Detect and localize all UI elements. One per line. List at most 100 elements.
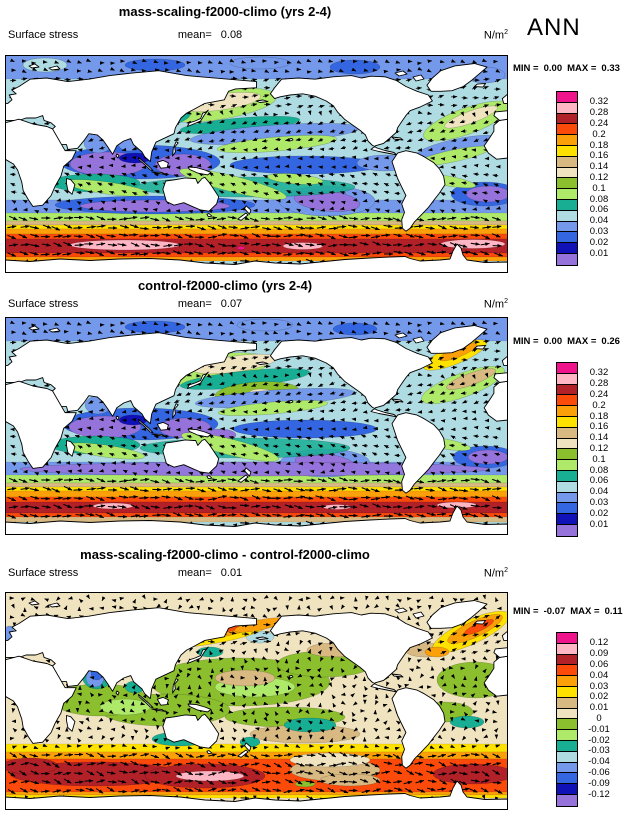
colorbar-cell-teal [557,199,577,211]
colorbar-level-label: 0.03 [589,497,609,509]
colorbar-cell-navy [557,243,577,254]
colorbar-cell-purple [557,794,577,806]
colorbar-level-label: 0 [596,712,602,724]
panel-1-units: N/m2 [484,29,508,42]
units-base: N/m [483,298,505,311]
season-label: ANN [527,14,581,41]
units-exponent: 2 [504,29,508,36]
colorbar-level-label: 0.16 [589,421,609,433]
mean-label: mean= [177,298,212,310]
mean-value: 0.01 [220,567,243,579]
colorbar-cell-teal [557,470,577,482]
colorbar-cells [556,632,578,807]
colorbar-level-label: 0.14 [589,432,609,444]
colorbar-level-label: 0.32 [589,96,609,108]
colorbar-cell-purple [557,253,577,265]
world-map-svg [5,317,508,535]
colorbar-level-label: 0.06 [589,204,609,216]
colorbar-cell-orange [557,406,577,417]
colorbar-level-label: 0.24 [589,117,609,129]
colorbar-cell-orangered [557,665,577,677]
colorbar-level-label: 0.18 [589,139,609,151]
colorbar-cell-orange [557,676,577,687]
colorbar-cell-pink [557,643,577,655]
colorbar-cell-beige [557,167,577,179]
units-base: N/m [483,29,505,42]
panel-3-map-canvas [5,592,508,810]
colorbar-cell-teal [557,740,577,752]
colorbar-level-label: 0.04 [589,486,609,498]
colorbar-level-label: 0.2 [592,399,606,411]
colorbar-cell-tan [557,427,577,439]
colorbar-level-label: 0.12 [589,637,609,649]
colorbar-cell-olive [557,719,577,731]
colorbar-level-label: 0.01 [589,702,609,714]
colorbar-cell-palecyan [557,481,577,493]
colorbar-level-label: 0.02 [589,236,609,248]
panel-2-map-canvas [5,317,508,535]
min-label: MIN = [513,336,539,347]
panel-2-colorbar: 0.32 0.28 0.24 0.2 0.18 0.16 0.14 0.12 0.1 0.08 0.… [556,362,616,537]
colorbar-cell-orangered [557,124,577,136]
panel-2-title: control-f2000-climo (yrs 2-4) [137,278,313,293]
panel-2-units: N/m2 [484,298,508,311]
colorbar-cell-yellow [557,145,577,157]
colorbar-level-label: 0.14 [589,161,609,173]
colorbar-level-label: 0.01 [589,518,609,530]
colorbar-cell-blue [557,503,577,515]
units-base: N/m [483,567,505,580]
colorbar-level-label: 0.1 [592,182,606,194]
world-map-svg [5,592,508,810]
colorbar-cell-magenta [557,633,577,644]
mean-value: 0.07 [220,298,243,310]
colorbar-cell-orangered [557,395,577,407]
max-value: 0.26 [601,336,620,347]
colorbar-cell-cornflower [557,492,577,504]
colorbar-level-label: -0.04 [588,756,610,768]
panel-1-field-label: Surface stress [8,29,79,41]
max-label: MAX = [567,63,597,74]
panel-1-colorbar: 0.32 0.28 0.24 0.2 0.18 0.16 0.14 0.12 0.1 0.08 0.… [556,91,616,266]
colorbar-cell-yellow [557,416,577,428]
colorbar-cell-cornflower [557,762,577,774]
colorbar-level-label: 0.28 [589,378,609,390]
colorbar-cell-tan [557,156,577,168]
colorbar-cell-palecyan [557,210,577,222]
colorbar-level-label: 0.1 [592,453,606,465]
colorbar-cell-blue [557,773,577,785]
panel-1-title: mass-scaling-f2000-climo (yrs 2-4) [118,4,332,19]
panel-2-field-label: Surface stress [8,298,79,310]
panel-1-minmax-row: MIN = 0.00 MAX = 0.33 [513,63,643,74]
mean-value: 0.08 [220,29,243,41]
colorbar-level-label: 0.16 [589,150,609,162]
colorbar-cell-cornflower [557,221,577,233]
colorbar-cell-purple [557,524,577,536]
colorbar-level-label: 0.03 [589,680,609,692]
mean-label: mean= [177,29,212,41]
panel-3-field-label: Surface stress [8,567,79,579]
colorbar-level-label: 0.08 [589,193,609,205]
colorbar-level-label: 0.03 [589,226,609,238]
panel-3-title: mass-scaling-f2000-climo - control-f2000… [80,547,370,562]
colorbar-level-label: -0.02 [588,734,610,746]
colorbar-cell-olive [557,449,577,461]
colorbar-cell-magenta [557,363,577,374]
colorbar-level-label: 0.01 [589,247,609,259]
panel-3-colorbar: 0.12 0.09 0.06 0.04 0.03 0.02 0.01 0 -0.01 -0.02-… [556,632,616,807]
colorbar-level-label: 0.12 [589,171,609,183]
panel-2-minmax-row: MIN = 0.00 MAX = 0.26 [513,336,643,347]
colorbar-level-label: 0.08 [589,464,609,476]
colorbar-level-label: 0.18 [589,410,609,422]
colorbar-cell-magenta [557,92,577,103]
colorbar-cell-navy [557,784,577,795]
colorbar-level-label: 0.12 [589,442,609,454]
colorbar-level-label: 0.24 [589,388,609,400]
colorbar-cell-darkred [557,654,577,666]
max-value: 0.11 [604,606,623,617]
colorbar-cell-orange [557,135,577,146]
colorbar-level-label: 0.04 [589,669,609,681]
panel-3-mean: mean= 0.01 [130,567,290,579]
colorbar-cell-palecyan [557,751,577,763]
colorbar-cell-beige [557,708,577,720]
colorbar-cell-lightgreen [557,730,577,741]
